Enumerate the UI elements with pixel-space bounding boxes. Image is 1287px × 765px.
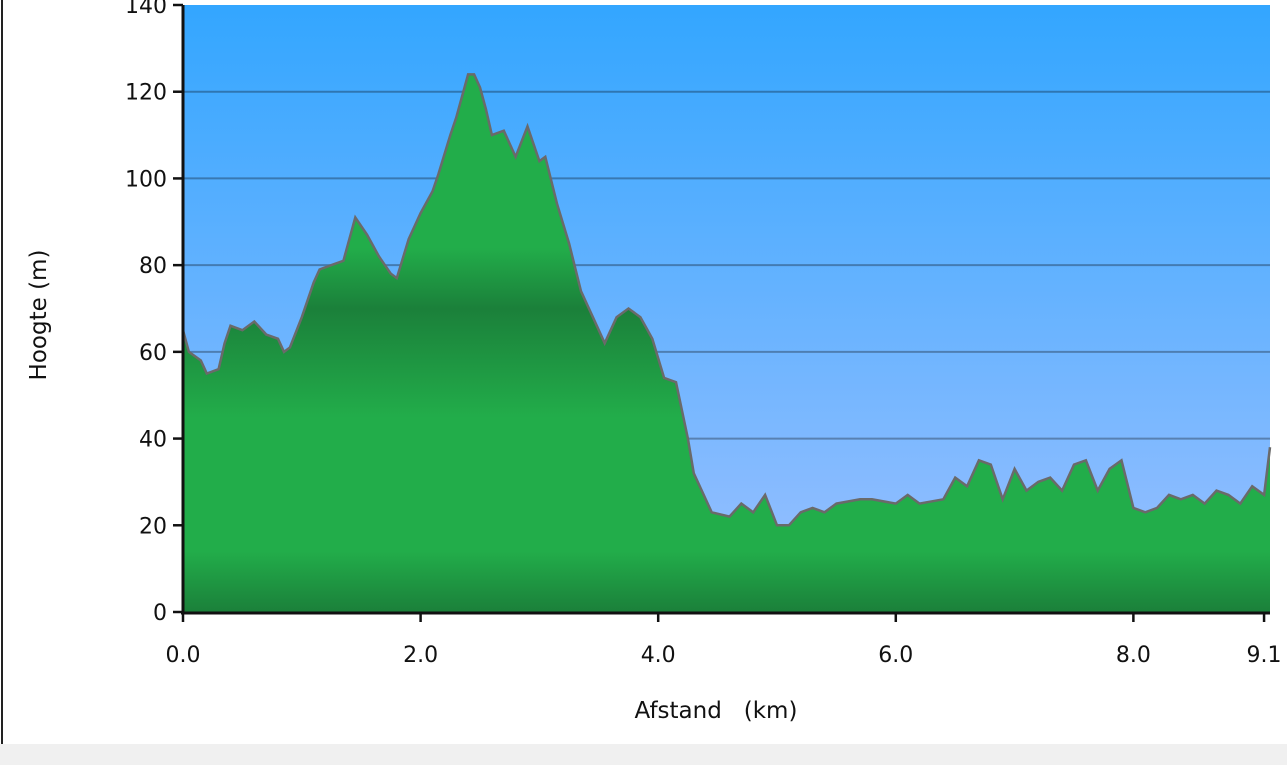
- y-axis-title: Hoogte (m): [26, 250, 52, 381]
- y-tick-label: 140: [125, 0, 167, 19]
- x-tick-label: 9.1: [1247, 643, 1282, 668]
- y-tick-label: 40: [139, 428, 167, 453]
- x-tick-label: 0.0: [166, 643, 201, 668]
- y-tick-label: 0: [153, 601, 167, 626]
- x-axis-ticks: 0.0 2.0 4.0 6.0 8.0 9.1: [166, 612, 1282, 668]
- x-axis-title: Afstand (km): [635, 698, 798, 724]
- y-tick-label: 120: [125, 81, 167, 106]
- y-axis-ticks: 0 20 40 60 80 100 120 140: [125, 0, 183, 626]
- axes: [181, 5, 1270, 615]
- y-tick-label: 80: [139, 254, 167, 279]
- frame-border: [1, 0, 3, 744]
- x-tick-label: 8.0: [1116, 643, 1151, 668]
- elevation-line: [181, 73, 1272, 527]
- elevation-area: [183, 74, 1270, 612]
- y-tick-label: 100: [125, 167, 167, 192]
- x-tick-label: 6.0: [878, 643, 913, 668]
- footer-bar: [0, 744, 1287, 765]
- x-tick-label: 4.0: [641, 643, 676, 668]
- y-tick-label: 20: [139, 514, 167, 539]
- x-tick-label: 2.0: [403, 643, 438, 668]
- y-tick-label: 60: [139, 341, 167, 366]
